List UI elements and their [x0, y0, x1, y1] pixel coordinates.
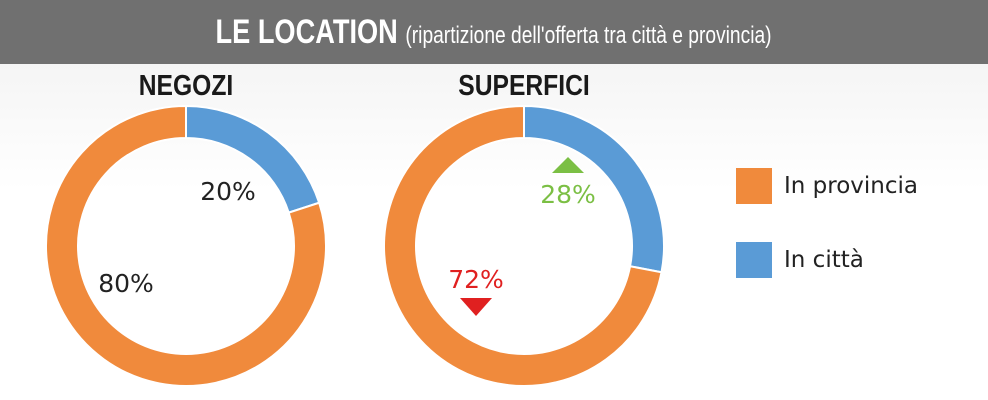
chart-title-superfici: SUPERFICI [458, 70, 590, 102]
trend-up-icon [552, 157, 584, 173]
legend-item-provincia: In provincia [736, 168, 918, 204]
legend-label-provincia: In provincia [784, 173, 919, 199]
legend-swatch-provincia [736, 168, 772, 204]
data-label-superfici-provincia: 72% [448, 265, 504, 294]
slice-negozi-provincia [45, 104, 327, 387]
data-label-superfici-citta: 28% [540, 180, 596, 209]
legend-item-citta: In città [736, 242, 864, 278]
legend-swatch-citta [736, 242, 772, 278]
header-banner: LE LOCATION (ripartizione dell'offerta t… [0, 0, 988, 64]
slice-superfici-provincia [383, 104, 663, 387]
data-label-negozi-provincia: 80% [98, 269, 154, 298]
page-subtitle: (ripartizione dell'offerta tra città e p… [405, 21, 773, 49]
page-title: LE LOCATION (ripartizione dell'offerta t… [215, 12, 773, 51]
chart-title-negozi: NEGOZI [138, 70, 234, 102]
trend-down-icon [460, 298, 492, 316]
legend-label-citta: In città [784, 247, 864, 273]
data-label-negozi-citta: 20% [200, 177, 256, 206]
